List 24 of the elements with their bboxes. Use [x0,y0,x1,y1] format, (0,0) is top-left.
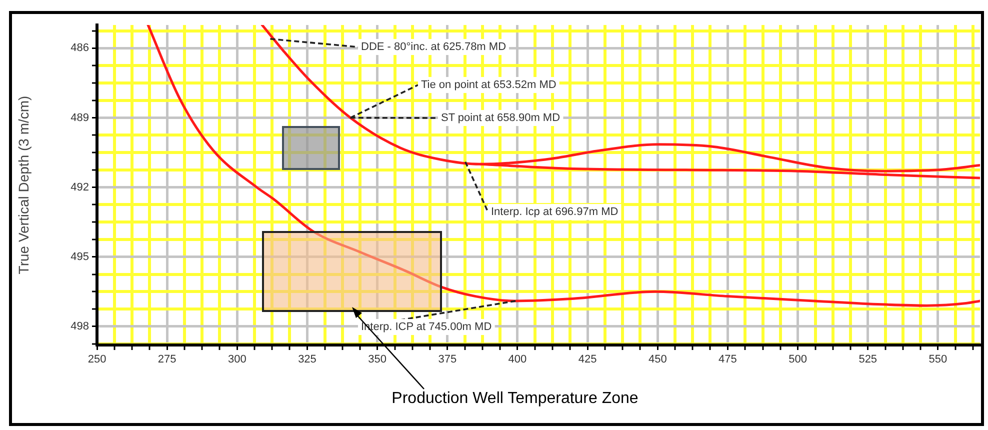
text: Production Well Temperature Zone [390,390,640,408]
x-tick-label: 275 [158,354,176,366]
annotation: Tie on point at 653.52m MD [421,79,556,92]
y-tick-label: 489 [70,112,89,124]
y-tick-label: 486 [70,42,89,54]
y-tick-label: 492 [70,181,89,194]
x-tick-label: 550 [928,354,948,366]
x-tick-label: 500 [788,354,807,366]
x-tick-label: 300 [228,354,246,366]
x-tick-label: 325 [298,354,316,366]
x-tick-label: 375 [438,354,457,366]
annotation: Interp. Icp at 696.97m MD [491,206,618,218]
x-tick-label: 475 [718,354,737,366]
x-tick-label: 450 [648,354,667,366]
x-tick-label: 350 [368,354,386,366]
y-tick-label: 498 [70,320,89,332]
annotation: ST point at 658.90m MD [441,112,560,124]
x-tick-label: 425 [578,354,597,366]
y-tick-label: 495 [70,250,89,263]
x-tick-label: 525 [858,354,878,366]
y-axis-title: True Vertical Depth (3 m/cm) [15,96,32,274]
x-tick-label: 250 [88,354,106,366]
annotation: DDE - 80°inc. at 625.78m MD [361,41,506,54]
x-tick-label: 400 [508,354,527,366]
